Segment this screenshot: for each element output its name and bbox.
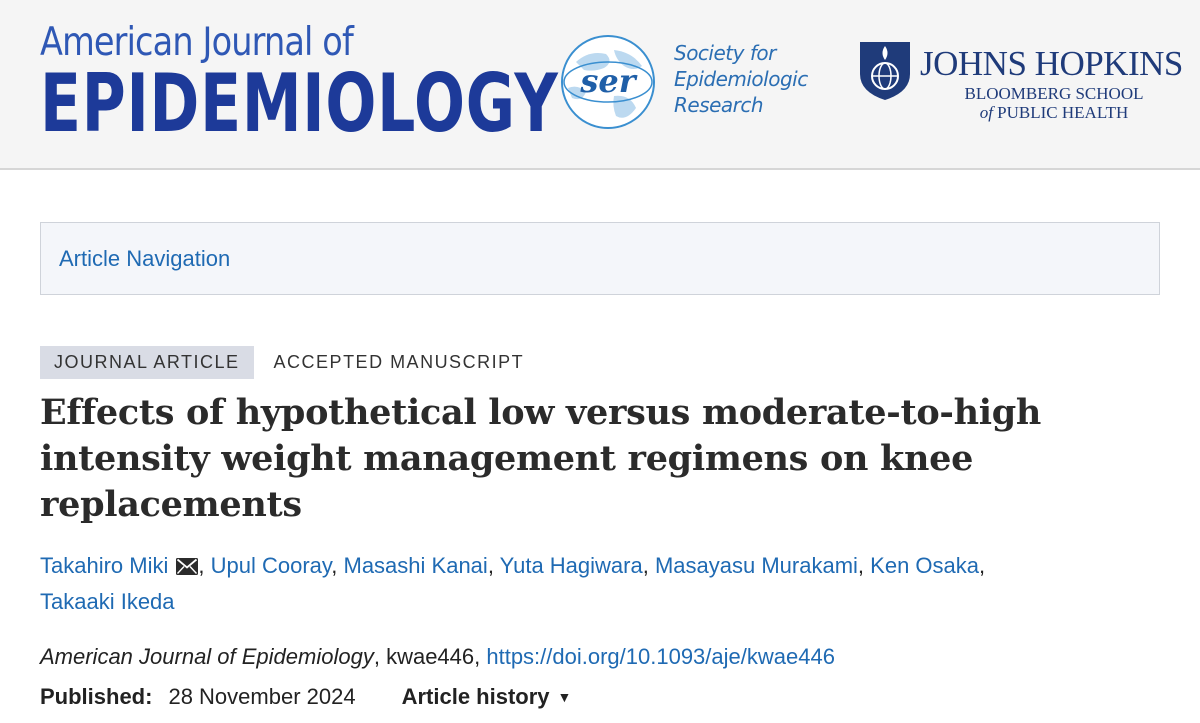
shield-icon [860,42,910,100]
author-link[interactable]: Takahiro Miki [40,553,169,578]
ser-name-line2: Epidemiologic [674,67,808,91]
ser-name-line3: Research [674,93,764,117]
author-separator: , [979,553,986,578]
author-separator: , [857,553,871,578]
author-link[interactable]: Ken Osaka [870,553,979,578]
article-navigation[interactable]: Article Navigation [40,222,1160,295]
citation-id: , kwae446, [373,644,487,669]
ser-logo[interactable]: ser Society for Epidemiologic Research [554,32,834,132]
author-link[interactable]: Masayasu Murakami [654,553,858,578]
site-header: American Journal of EPIDEMIOLOGY ser Soc… [0,0,1200,170]
author-separator: , [198,553,211,578]
jhu-subtitle-public-health: PUBLIC HEALTH [992,103,1129,122]
article-history-toggle[interactable]: Article history ▼ [402,684,572,710]
journal-logo-line1: American Journal of [40,20,354,65]
publication-info: Published: 28 November 2024 Article hist… [40,684,571,710]
ser-name-line1: Society for [674,41,776,65]
jhu-logo[interactable]: JOHNS HOPKINS BLOOMBERG SCHOOL of PUBLIC… [858,40,1183,130]
doi-link[interactable]: https://doi.org/10.1093/aje/kwae446 [486,644,835,669]
author-link[interactable]: Yuta Hagiwara [499,553,643,578]
article-title: Effects of hypothetical low versus moder… [40,392,1042,525]
author-separator: , [487,553,500,578]
author-link[interactable]: Masashi Kanai [343,553,488,578]
citation-journal: American Journal of Epidemiology [40,644,374,669]
ser-abbrev: ser [579,62,637,100]
author-list: Takahiro Miki , Upul Cooray, Masashi Kan… [40,548,1150,620]
citation: American Journal of Epidemiology, kwae44… [40,644,835,670]
jhu-subtitle: BLOOMBERG SCHOOL of PUBLIC HEALTH [954,84,1154,122]
article-navigation-label[interactable]: Article Navigation [59,245,231,271]
author-link[interactable]: Upul Cooray [210,553,332,578]
author-separator: , [331,553,344,578]
jhu-subtitle-of: of [979,103,993,122]
journal-logo[interactable]: American Journal of EPIDEMIOLOGY [40,22,731,144]
journal-logo-line2: EPIDEMIOLOGY [40,57,559,150]
caret-down-icon: ▼ [557,689,572,705]
article-type-badge: JOURNAL ARTICLE [40,346,254,379]
globe-icon: ser [561,35,655,129]
article-type-row: JOURNAL ARTICLE ACCEPTED MANUSCRIPT [40,346,524,379]
author-separator: , [642,553,655,578]
jhu-name: JOHNS HOPKINS [920,44,1183,83]
article-status: ACCEPTED MANUSCRIPT [273,352,525,372]
ser-name: Society for Epidemiologic Research [674,40,808,118]
article-history-label: Article history [401,684,550,709]
jhu-subtitle-line2: of PUBLIC HEALTH [954,103,1154,122]
published-date: 28 November 2024 [168,684,356,709]
jhu-subtitle-line1: BLOOMBERG SCHOOL [964,84,1144,103]
author-link[interactable]: Takaaki Ikeda [40,589,175,614]
published-label: Published: [40,684,153,709]
mail-icon[interactable] [176,558,199,575]
